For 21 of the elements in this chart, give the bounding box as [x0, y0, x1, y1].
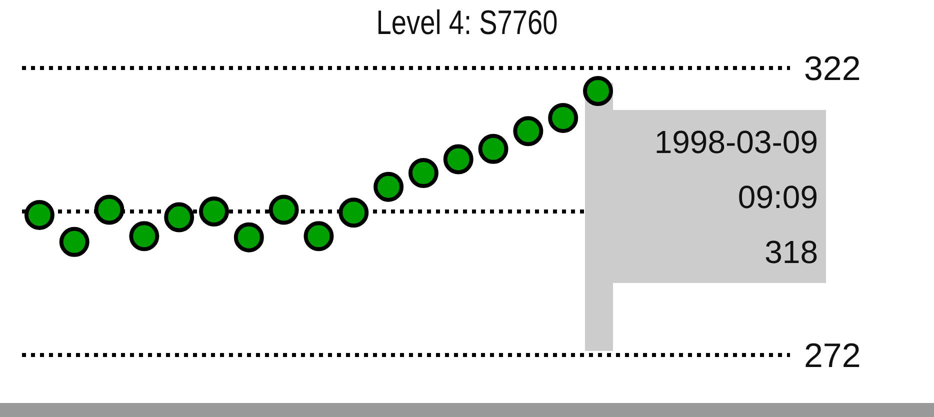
point: [548, 102, 578, 133]
y-tick-label: 272: [804, 337, 861, 376]
point: [513, 116, 544, 146]
point: [199, 196, 229, 226]
point: [374, 172, 404, 202]
point: [129, 221, 160, 252]
annotation: 1998-03-09 09:09 318: [654, 124, 818, 270]
point: [164, 202, 194, 232]
y-tick-label: 322: [804, 50, 861, 88]
point: [24, 200, 54, 230]
point: [408, 158, 438, 188]
chart-title: Level 4: S7760: [375, 4, 559, 43]
point: [234, 222, 264, 252]
point: [583, 76, 613, 106]
point: [59, 226, 90, 257]
point: [268, 194, 299, 225]
point: [338, 198, 369, 228]
point: [304, 221, 334, 252]
point: [478, 134, 508, 164]
point: [443, 144, 474, 174]
point: [94, 194, 124, 225]
